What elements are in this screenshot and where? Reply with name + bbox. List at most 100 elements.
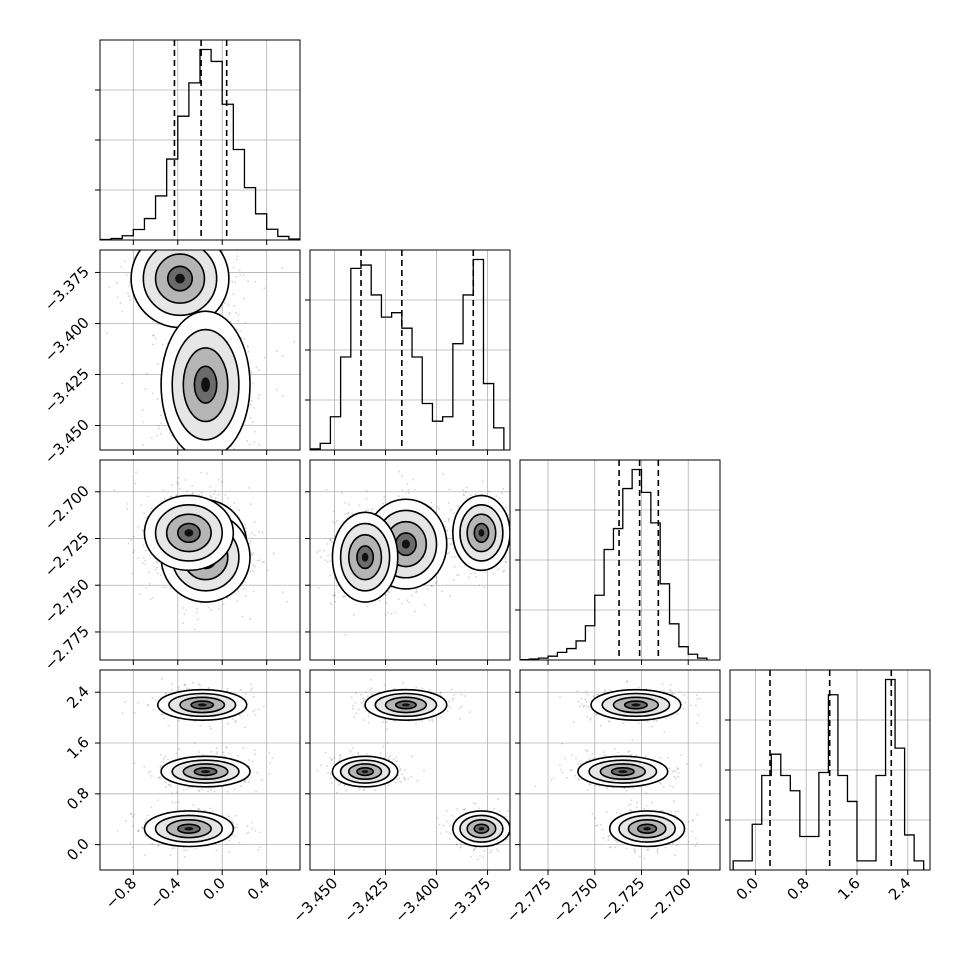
scatter-point — [181, 607, 184, 609]
scatter-point — [403, 776, 405, 779]
scatter-point — [696, 722, 699, 724]
scatter-point — [350, 750, 352, 753]
scatter-point — [362, 704, 365, 707]
contour-2 — [165, 819, 212, 839]
scatter-point — [385, 721, 388, 723]
scatter-point — [340, 491, 343, 494]
scatter-point — [250, 821, 253, 824]
scatter-point — [363, 719, 365, 721]
scatter-point — [515, 558, 517, 560]
scatter-point — [243, 780, 246, 783]
scatter-point — [132, 551, 135, 554]
scatter-point — [455, 843, 458, 846]
scatter-point — [325, 765, 328, 767]
scatter-point — [407, 489, 410, 492]
scatter-point — [215, 849, 218, 852]
scatter-point — [473, 849, 476, 851]
scatter-point — [249, 370, 252, 373]
scatter-point — [331, 541, 333, 543]
scatter-point — [387, 611, 389, 614]
scatter-point — [213, 224, 215, 226]
scatter-point — [415, 722, 417, 725]
scatter-point — [124, 260, 127, 263]
scatter-point — [163, 757, 165, 760]
scatter-point — [263, 560, 265, 563]
scatter-point — [465, 486, 468, 489]
contour-1 — [459, 814, 504, 843]
scatter-point — [170, 785, 172, 788]
scatter-point — [160, 422, 162, 424]
scatter-point — [106, 332, 108, 335]
scatter-point — [367, 715, 370, 718]
scatter-point — [254, 714, 257, 716]
scatter-point — [229, 505, 232, 508]
scatter-point — [239, 454, 241, 456]
scatter-point — [226, 687, 229, 690]
scatter-point — [453, 565, 456, 568]
scatter-point — [226, 790, 229, 793]
scatter-point — [441, 590, 444, 593]
scatter-point — [338, 754, 341, 757]
scatter-point — [446, 530, 449, 532]
scatter-point — [281, 355, 284, 358]
scatter-point — [258, 394, 261, 396]
scatter-point — [188, 786, 191, 789]
contour-1 — [171, 759, 240, 784]
scatter-point — [330, 759, 333, 761]
scatter-point — [329, 756, 332, 759]
scatter-point — [446, 710, 449, 712]
scatter-point — [474, 847, 476, 850]
scatter-point — [201, 788, 204, 791]
scatter-point — [184, 684, 187, 686]
scatter-point — [119, 302, 122, 304]
scatter-point — [178, 246, 180, 248]
scatter-point — [255, 790, 257, 793]
scatter-point — [447, 520, 450, 523]
scatter-point — [459, 846, 462, 849]
scatter-point — [217, 472, 219, 474]
scatter-point — [450, 509, 452, 512]
scatter-point — [332, 510, 335, 513]
scatter-point — [410, 775, 413, 778]
scatter-point — [469, 711, 472, 714]
panel-3-2: −2.775−2.750−2.725−2.700 — [503, 669, 721, 926]
scatter-point — [345, 789, 348, 792]
scatter-point — [235, 311, 238, 314]
scatter-point — [152, 334, 154, 337]
scatter-point — [510, 562, 512, 564]
scatter-point — [214, 457, 216, 459]
scatter-point — [512, 500, 514, 502]
x-tick-label: −3.425 — [340, 874, 392, 926]
scatter-point — [423, 603, 426, 606]
scatter-point — [255, 366, 258, 369]
scatter-point — [122, 225, 124, 227]
scatter-point — [357, 753, 359, 755]
scatter-point — [436, 580, 439, 583]
scatter-point — [113, 489, 116, 492]
scatter-point — [250, 689, 253, 691]
scatter-point — [228, 244, 230, 246]
scatter-point — [483, 849, 486, 852]
scatter-point — [125, 273, 128, 276]
scatter-point — [460, 843, 462, 845]
scatter-point — [423, 770, 425, 772]
scatter-point — [327, 554, 329, 557]
scatter-point — [392, 758, 395, 761]
scatter-point — [141, 826, 144, 829]
scatter-point — [637, 686, 640, 689]
scatter-point — [158, 427, 160, 430]
scatter-point — [629, 803, 632, 806]
scatter-point — [242, 297, 245, 300]
scatter-point — [214, 216, 216, 218]
x-tick-label: 0.0 — [199, 874, 229, 904]
scatter-point — [396, 760, 398, 763]
scatter-point — [254, 753, 257, 755]
contour-1 — [142, 250, 218, 317]
scatter-point — [228, 311, 231, 314]
scatter-point — [469, 494, 472, 497]
scatter-point — [181, 622, 184, 625]
scatter-point — [430, 584, 433, 587]
scatter-point — [231, 834, 234, 836]
scatter-point — [217, 465, 219, 467]
scatter-point — [147, 814, 150, 817]
